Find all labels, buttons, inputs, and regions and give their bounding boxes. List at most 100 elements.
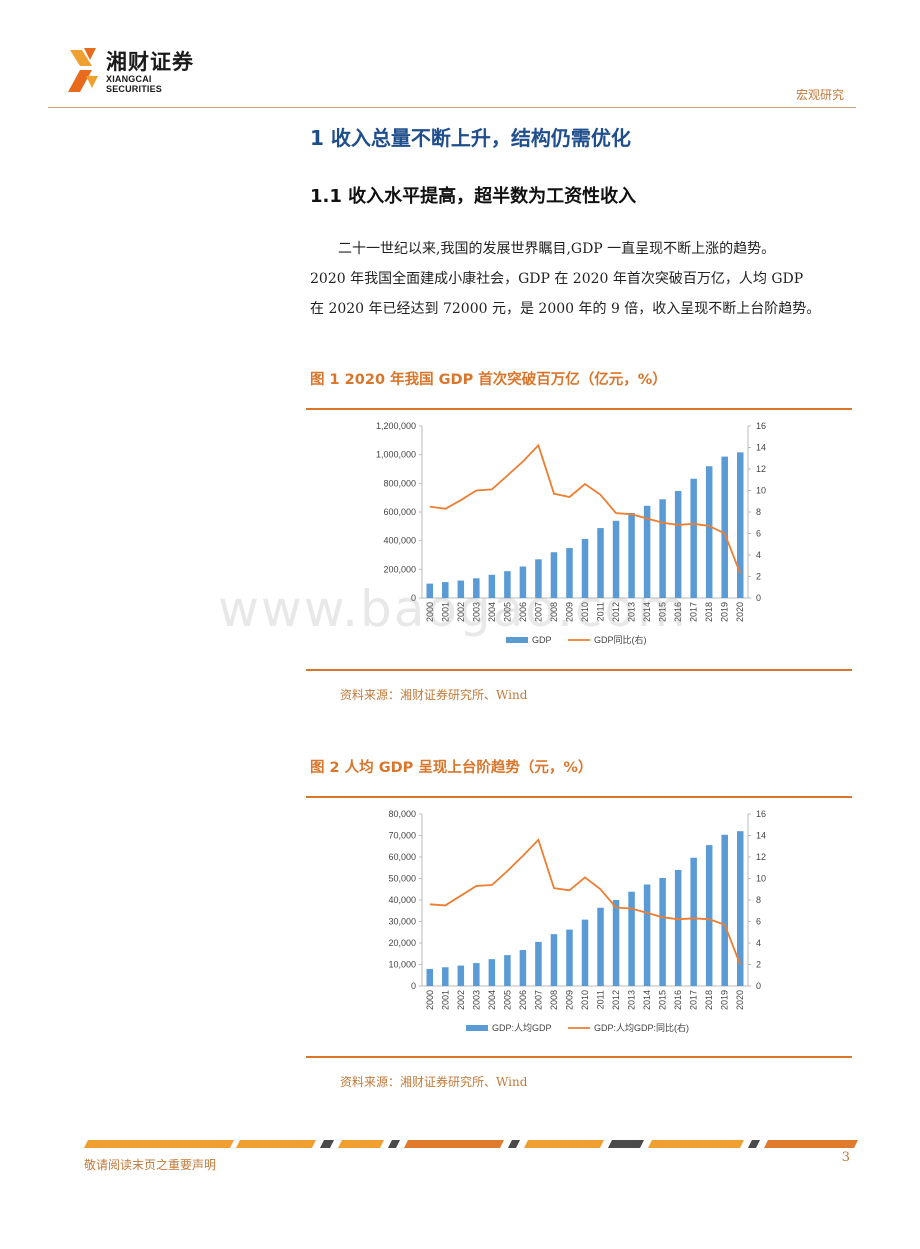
bar-2017 bbox=[690, 857, 697, 986]
y-left-tick-label: 50,000 bbox=[388, 874, 416, 884]
y-right-tick-label: 2 bbox=[756, 572, 761, 582]
legend-label-bar: GDP bbox=[532, 635, 552, 645]
y-left-tick-label: 1,200,000 bbox=[376, 421, 416, 431]
x-tick-label: 2008 bbox=[549, 990, 559, 1010]
bar-2009 bbox=[566, 929, 573, 986]
figure-1-source: 资料来源：湘财证券研究所、Wind bbox=[340, 688, 528, 702]
y-right-tick-label: 4 bbox=[756, 550, 761, 560]
bar-2012 bbox=[612, 520, 620, 598]
x-tick-label: 2020 bbox=[735, 990, 745, 1010]
x-tick-label: 2012 bbox=[611, 602, 621, 622]
y-right-tick-label: 8 bbox=[756, 507, 761, 517]
page-number: 3 bbox=[841, 1150, 850, 1165]
bar-2006 bbox=[519, 950, 527, 986]
figure-2-source: 资料来源：湘财证券研究所、Wind bbox=[340, 1075, 528, 1089]
x-tick-label: 2002 bbox=[456, 602, 466, 622]
bar-2018 bbox=[705, 466, 713, 598]
bar-2000 bbox=[426, 968, 434, 986]
header-divider bbox=[48, 107, 856, 108]
y-left-tick-label: 400,000 bbox=[383, 536, 416, 546]
figure-2-top-rule bbox=[306, 796, 852, 798]
x-tick-label: 2006 bbox=[518, 990, 528, 1010]
x-tick-label: 2010 bbox=[580, 602, 590, 622]
x-tick-label: 2002 bbox=[456, 990, 466, 1010]
bar-2004 bbox=[488, 574, 496, 598]
y-right-tick-label: 16 bbox=[756, 421, 766, 431]
x-tick-label: 2001 bbox=[440, 602, 450, 622]
bar-2007 bbox=[535, 559, 542, 598]
x-tick-label: 2009 bbox=[564, 990, 574, 1010]
x-tick-label: 2006 bbox=[518, 602, 528, 622]
figure-1-bottom-rule bbox=[306, 669, 852, 671]
footer-disclaimer: 敬请阅读末页之重要声明 bbox=[84, 1158, 217, 1172]
x-tick-label: 2000 bbox=[425, 602, 435, 622]
figure-1-top-rule bbox=[306, 408, 852, 410]
x-tick-label: 2004 bbox=[487, 990, 497, 1010]
y-right-tick-label: 10 bbox=[756, 874, 766, 884]
paragraph-line: 二十一世纪以来,我国的发展世界瞩目,GDP 一直呈现不断上涨的趋势。 bbox=[338, 241, 776, 257]
bar-2002 bbox=[457, 965, 465, 986]
x-tick-label: 2009 bbox=[564, 602, 574, 622]
x-tick-label: 2013 bbox=[627, 990, 637, 1010]
x-tick-label: 2017 bbox=[689, 602, 699, 622]
y-left-tick-label: 1,000,000 bbox=[376, 450, 416, 460]
bar-2003 bbox=[473, 963, 480, 986]
y-right-tick-label: 12 bbox=[756, 464, 766, 474]
section-heading: 1 收入总量不断上升，结构仍需优化 bbox=[310, 126, 631, 150]
figure-1-chart: 0 200,000 400,000 600,000 800,000 1,000,000 1,… bbox=[376, 421, 766, 645]
x-tick-label: 2019 bbox=[720, 990, 730, 1010]
bar-2011 bbox=[597, 907, 604, 986]
y-right-tick-label: 6 bbox=[756, 529, 761, 539]
logo-text-en: XIANGCAI SECURITIES bbox=[106, 74, 163, 94]
y-left-tick-label: 80,000 bbox=[388, 809, 416, 819]
x-tick-label: 2016 bbox=[673, 990, 683, 1010]
paragraph-line: 2020 年我国全面建成小康社会，GDP 在 2020 年首次突破百万亿，人均 … bbox=[310, 271, 804, 287]
x-tick-label: 2019 bbox=[720, 602, 730, 622]
bar-2015 bbox=[659, 499, 666, 598]
header-category: 宏观研究 bbox=[795, 88, 844, 102]
x-tick-label: 2011 bbox=[596, 602, 606, 621]
x-tick-label: 2014 bbox=[642, 990, 652, 1010]
y-left-tick-label: 0 bbox=[411, 981, 416, 991]
x-tick-label: 2007 bbox=[533, 602, 543, 622]
y-right-tick-label: 14 bbox=[756, 443, 766, 453]
subsection-heading: 1.1 收入水平提高，超半数为工资性收入 bbox=[310, 186, 637, 207]
bar-2018 bbox=[705, 845, 713, 986]
y-left-tick-label: 800,000 bbox=[383, 478, 416, 488]
bar-2019 bbox=[721, 456, 728, 598]
bar-2017 bbox=[690, 478, 697, 598]
y-right-tick-label: 8 bbox=[756, 895, 761, 905]
figure-2-bottom-rule bbox=[306, 1056, 852, 1058]
legend-label-line: GDP:人均GDP:同比(右) bbox=[594, 1022, 689, 1033]
y-right-tick-label: 0 bbox=[756, 593, 761, 603]
figure-1-title: 图 1 2020 年我国 GDP 首次突破百万亿（亿元，%） bbox=[310, 372, 667, 388]
x-tick-label: 2007 bbox=[533, 990, 543, 1010]
xiangcai-logo-icon bbox=[68, 48, 98, 92]
x-tick-label: 2015 bbox=[658, 602, 668, 622]
y-right-tick-label: 14 bbox=[756, 831, 766, 841]
bar-2003 bbox=[473, 578, 480, 598]
bar-2001 bbox=[442, 967, 449, 986]
x-tick-label: 2005 bbox=[502, 990, 512, 1010]
paragraph-line: 在 2020 年已经达到 72000 元，是 2000 年的 9 倍，收入呈现不… bbox=[310, 301, 821, 317]
y-left-tick-label: 10,000 bbox=[388, 960, 416, 970]
y-right-tick-label: 0 bbox=[756, 981, 761, 991]
bar-2009 bbox=[566, 548, 573, 598]
watermark: www.baogao.com bbox=[218, 580, 688, 638]
x-tick-label: 2001 bbox=[440, 990, 450, 1010]
bar-2002 bbox=[457, 580, 465, 598]
body-paragraph: 二十一世纪以来,我国的发展世界瞩目,GDP 一直呈现不断上涨的趋势。 2020 … bbox=[310, 234, 860, 324]
bar-2008 bbox=[550, 934, 558, 986]
y-right-tick-label: 6 bbox=[756, 917, 761, 927]
footer-stripe bbox=[84, 1140, 858, 1148]
bar-2008 bbox=[550, 552, 558, 598]
y-right-tick-label: 12 bbox=[756, 852, 766, 862]
x-tick-label: 2003 bbox=[471, 990, 481, 1010]
y-right-tick-label: 16 bbox=[756, 809, 766, 819]
bar-2016 bbox=[674, 869, 682, 986]
x-tick-label: 2018 bbox=[704, 990, 714, 1010]
x-tick-label: 2012 bbox=[611, 990, 621, 1010]
legend-label-line: GDP同比(右) bbox=[594, 634, 647, 645]
bar-2013 bbox=[628, 513, 635, 598]
y-left-tick-label: 20,000 bbox=[388, 938, 416, 948]
